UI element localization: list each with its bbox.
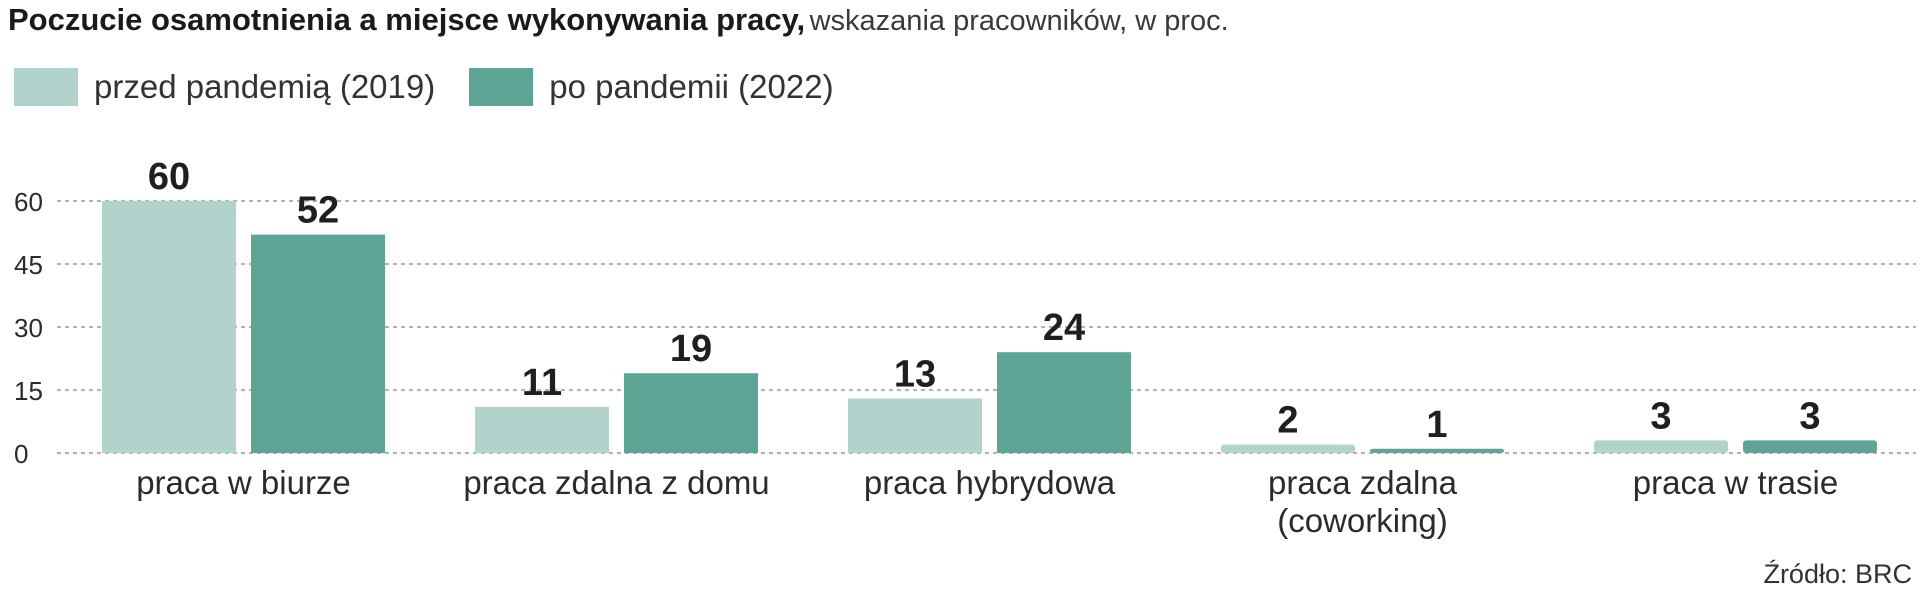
data-label-2022-3: 1 — [1426, 404, 1447, 446]
category-label-1-0: praca zdalna z domu — [463, 464, 769, 501]
chart-header: Poczucie osamotnienia a miejsce wykonywa… — [8, 2, 1229, 38]
data-label-2019-3: 2 — [1277, 400, 1298, 442]
legend: przed pandemią (2019) po pandemii (2022) — [14, 68, 868, 106]
category-label-3-1: (coworking) — [1277, 502, 1448, 539]
legend-item-2022: po pandemii (2022) — [469, 68, 834, 106]
data-label-2022-4: 3 — [1799, 395, 1820, 437]
chart-subtitle: wskazania pracowników, w proc. — [809, 5, 1229, 37]
y-tick-label-60: 60 — [14, 187, 43, 217]
data-label-2022-1: 19 — [670, 328, 712, 370]
bar-2022-4 — [1743, 440, 1877, 453]
category-label-0-0: praca w biurze — [136, 464, 351, 501]
legend-label-2019: przed pandemią (2019) — [94, 68, 436, 105]
bar-2019-3 — [1221, 444, 1355, 453]
data-label-2022-0: 52 — [297, 190, 339, 232]
category-label-3-0: praca zdalna — [1268, 464, 1458, 501]
data-label-2019-0: 60 — [148, 156, 190, 198]
bar-2022-0 — [251, 234, 385, 453]
chart-title: Poczucie osamotnienia a miejsce wykonywa… — [8, 2, 806, 37]
legend-swatch-2022 — [469, 68, 534, 106]
y-tick-label-15: 15 — [14, 376, 43, 406]
category-label-2-0: praca hybrydowa — [864, 464, 1116, 501]
y-tick-label-45: 45 — [14, 250, 43, 280]
bar-2019-4 — [1594, 440, 1728, 453]
bar-2022-1 — [624, 373, 758, 453]
bar-2022-2 — [997, 352, 1131, 453]
data-label-2019-1: 11 — [522, 362, 562, 404]
category-label-4-0: praca w trasie — [1633, 464, 1838, 501]
bar-2019-0 — [102, 201, 236, 453]
legend-label-2022: po pandemii (2022) — [549, 68, 834, 105]
data-label-2019-4: 3 — [1650, 395, 1671, 437]
data-label-2019-2: 13 — [894, 353, 936, 395]
legend-swatch-2019 — [14, 68, 78, 106]
bar-2019-1 — [475, 406, 609, 453]
legend-item-2019: przed pandemią (2019) — [14, 68, 435, 106]
source-note: Źródło: BRC — [1763, 559, 1912, 589]
y-tick-label-0: 0 — [14, 439, 28, 469]
data-label-2022-2: 24 — [1043, 307, 1085, 349]
bar-2019-2 — [848, 398, 982, 453]
y-tick-label-30: 30 — [14, 313, 43, 343]
bar-2022-3 — [1370, 448, 1504, 453]
